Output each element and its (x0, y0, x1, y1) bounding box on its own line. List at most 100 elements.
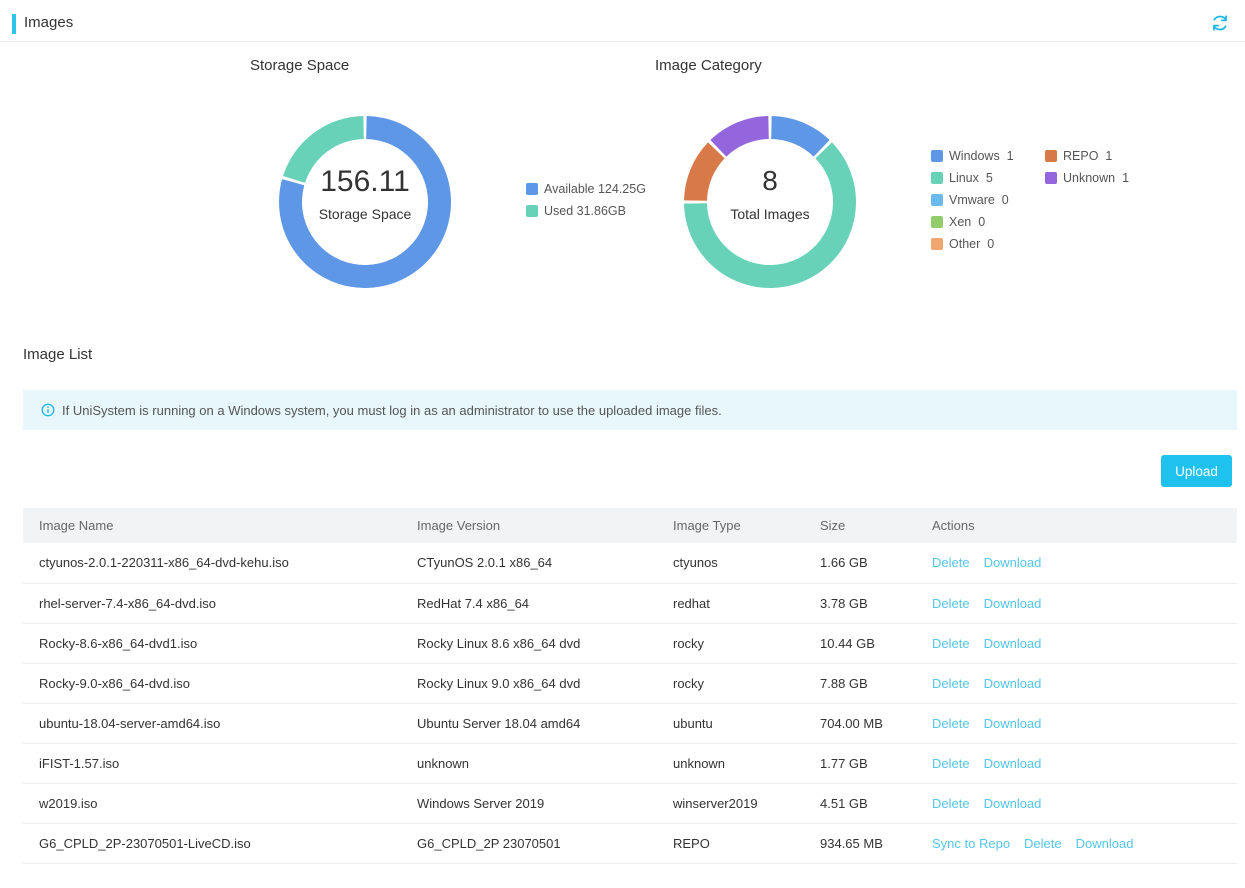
legend-swatch-repo (1045, 150, 1057, 162)
sync-to-repo-link[interactable]: Sync to Repo (932, 835, 1011, 851)
table-row[interactable]: ctyunos-2.0.1-220311-x86_64-dvd-kehu.iso… (23, 543, 1237, 584)
image-version-cell: G6_CPLD_2P 23070501 (401, 823, 657, 864)
actions-cell: Delete Download (916, 543, 1237, 584)
legend-item-vmware[interactable]: Vmware 0 (931, 193, 1009, 207)
download-link[interactable]: Download (983, 675, 1042, 691)
admin-notice-text: If UniSystem is running on a Windows sys… (62, 402, 722, 418)
image-version-cell: CTyunOS 2.0.1 x86_64 (401, 543, 657, 584)
legend-label-available: Available 124.25G (544, 182, 646, 196)
image-version-cell: Rocky Linux 8.6 x86_64 dvd (401, 623, 657, 664)
legend-count-windows: 1 (1006, 149, 1014, 163)
image-type-cell: rocky (657, 623, 804, 664)
image-size-cell: 10.44 GB (804, 623, 916, 664)
storage-donut-chart (279, 116, 452, 289)
image-size-cell: 3.78 GB (804, 583, 916, 624)
category-donut-chart (684, 116, 856, 288)
actions-cell: Delete Download (916, 703, 1237, 744)
legend-name-repo: REPO (1063, 149, 1099, 163)
legend-count-vmware: 0 (1001, 193, 1009, 207)
legend-name-unknown: Unknown (1063, 171, 1116, 185)
download-link[interactable]: Download (983, 715, 1042, 731)
table-row[interactable]: rhel-server-7.4-x86_64-dvd.iso RedHat 7.4… (23, 583, 1237, 624)
page-header: Images (0, 0, 1245, 42)
legend-swatch-linux (931, 172, 943, 184)
legend-swatch-used (526, 205, 538, 217)
actions-cell: Delete Download (916, 663, 1237, 704)
delete-link[interactable]: Delete (932, 715, 970, 731)
legend-count-unknown: 1 (1122, 171, 1130, 185)
image-name-cell: Rocky-8.6-x86_64-dvd1.iso (23, 623, 401, 664)
legend-swatch-vmware (931, 194, 943, 206)
download-link[interactable]: Download (983, 595, 1042, 611)
download-link[interactable]: Download (983, 555, 1042, 571)
column-header-image-type[interactable]: Image Type (657, 508, 804, 543)
image-type-cell: REPO (657, 823, 804, 864)
image-list-title: Image List (23, 346, 93, 363)
table-header-row: Image Name Image Version Image Type Size… (23, 508, 1237, 543)
legend-item-repo[interactable]: REPO 1 (1045, 149, 1112, 163)
delete-link[interactable]: Delete (932, 595, 970, 611)
storage-center-label: Storage Space (318, 206, 412, 222)
actions-cell: Sync to Repo Delete Download (916, 823, 1237, 864)
info-icon (41, 403, 55, 417)
column-header-image-version[interactable]: Image Version (401, 508, 657, 543)
legend-item-other[interactable]: Other 0 (931, 237, 994, 251)
storage-slice-used[interactable] (283, 116, 364, 183)
table-row[interactable]: ubuntu-18.04-server-amd64.iso Ubuntu Serv… (23, 703, 1237, 744)
legend-swatch-available (526, 183, 538, 195)
delete-link[interactable]: Delete (932, 675, 970, 691)
category-slice-unknown[interactable] (710, 116, 769, 157)
legend-item-linux[interactable]: Linux 5 (931, 171, 993, 185)
column-header-size[interactable]: Size (804, 508, 916, 543)
download-link[interactable]: Download (983, 755, 1042, 771)
image-name-cell: w2019.iso (23, 783, 401, 824)
download-link[interactable]: Download (983, 795, 1042, 811)
actions-cell: Delete Download (916, 583, 1237, 624)
category-slice-linux[interactable] (684, 142, 856, 288)
legend-count-repo: 1 (1105, 149, 1113, 163)
legend-swatch-xen (931, 216, 943, 228)
legend-swatch-unknown (1045, 172, 1057, 184)
delete-link[interactable]: Delete (1024, 835, 1062, 851)
page-title: Images (24, 14, 74, 31)
legend-item-used[interactable]: Used 31.86GB (526, 204, 626, 218)
image-size-cell: 1.77 GB (804, 743, 916, 784)
category-chart-title: Image Category (655, 57, 762, 74)
legend-name-other: Other (949, 237, 981, 251)
header-accent-bar (12, 14, 16, 34)
download-link[interactable]: Download (983, 635, 1042, 651)
admin-notice-banner: If UniSystem is running on a Windows sys… (23, 390, 1237, 430)
table-row[interactable]: Rocky-8.6-x86_64-dvd1.iso Rocky Linux 8.6… (23, 623, 1237, 664)
table-row[interactable]: iFIST-1.57.iso unknown unknown 1.77 GB Delet… (23, 743, 1237, 784)
image-size-cell: 934.65 MB (804, 823, 916, 864)
legend-item-xen[interactable]: Xen 0 (931, 215, 985, 229)
category-slice-repo[interactable] (684, 142, 725, 201)
image-name-cell: Rocky-9.0-x86_64-dvd.iso (23, 663, 401, 704)
refresh-icon[interactable] (1211, 14, 1229, 32)
legend-label-used: Used 31.86GB (544, 204, 626, 218)
download-link[interactable]: Download (1075, 835, 1134, 851)
table-row[interactable]: G6_CPLD_2P-23070501-LiveCD.iso G6_CPLD_2P… (23, 823, 1237, 864)
image-type-cell: winserver2019 (657, 783, 804, 824)
legend-item-windows[interactable]: Windows 1 (931, 149, 1014, 163)
delete-link[interactable]: Delete (932, 755, 970, 771)
table-row[interactable]: Rocky-9.0-x86_64-dvd.iso Rocky Linux 9.0 … (23, 663, 1237, 704)
category-slice-windows[interactable] (771, 116, 830, 157)
legend-item-available[interactable]: Available 124.25G (526, 182, 646, 196)
delete-link[interactable]: Delete (932, 635, 970, 651)
legend-swatch-other (931, 238, 943, 250)
delete-link[interactable]: Delete (932, 795, 970, 811)
image-version-cell: Ubuntu Server 18.04 amd64 (401, 703, 657, 744)
legend-name-vmware: Vmware (949, 193, 995, 207)
image-size-cell: 1.66 GB (804, 543, 916, 584)
delete-link[interactable]: Delete (932, 555, 970, 571)
legend-count-xen: 0 (978, 215, 986, 229)
table-row[interactable]: w2019.iso Windows Server 2019 winserver201… (23, 783, 1237, 824)
legend-item-unknown[interactable]: Unknown 1 (1045, 171, 1129, 185)
upload-button[interactable]: Upload (1161, 455, 1232, 487)
image-type-cell: ubuntu (657, 703, 804, 744)
image-name-cell: G6_CPLD_2P-23070501-LiveCD.iso (23, 823, 401, 864)
image-version-cell: unknown (401, 743, 657, 784)
legend-name-linux: Linux (949, 171, 979, 185)
column-header-image-name[interactable]: Image Name (23, 508, 401, 543)
